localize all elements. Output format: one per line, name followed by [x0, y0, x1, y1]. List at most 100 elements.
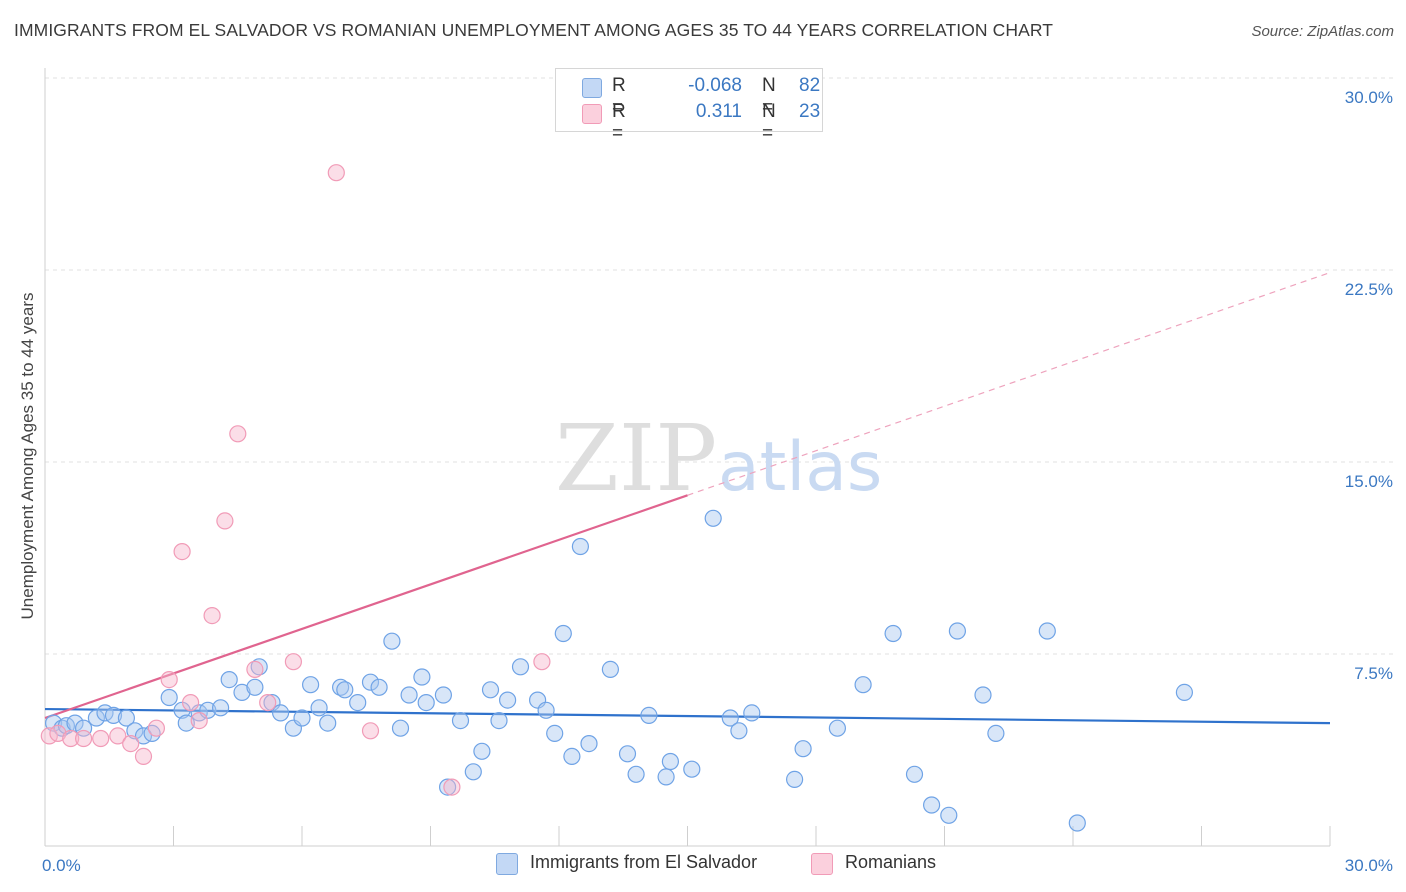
point-romanian — [160, 670, 178, 689]
point-el-salvador — [730, 722, 748, 740]
point-romanian — [173, 542, 191, 561]
y-tick-label: 7.5% — [1354, 664, 1393, 683]
point-el-salvador — [126, 722, 144, 740]
point-romanian — [229, 425, 247, 443]
point-el-salvador — [987, 724, 1005, 743]
point-el-salvador — [246, 678, 264, 696]
point-el-salvador — [336, 681, 354, 699]
point-romanian — [134, 747, 153, 766]
point-el-salvador — [104, 706, 123, 725]
point-romanian — [147, 719, 165, 737]
point-el-salvador — [948, 622, 967, 640]
point-el-salvador — [464, 763, 482, 781]
point-romanian — [74, 729, 93, 748]
point-el-salvador — [974, 686, 992, 704]
point-romanian — [443, 778, 461, 796]
point-el-salvador — [370, 678, 388, 696]
grid-lines — [45, 77, 1393, 655]
point-el-salvador — [511, 658, 530, 676]
point-el-salvador — [310, 699, 328, 717]
point-el-salvador — [922, 796, 941, 814]
point-el-salvador — [580, 734, 598, 753]
legend-n-value: 82 — [799, 75, 821, 96]
data-points — [40, 164, 1194, 832]
point-el-salvador — [721, 709, 739, 727]
point-el-salvador — [627, 765, 645, 783]
point-el-salvador — [601, 660, 620, 679]
point-romanian — [122, 734, 140, 753]
trend-line-romanians — [44, 494, 688, 720]
point-el-salvador — [272, 704, 290, 722]
point-el-salvador — [1175, 683, 1194, 702]
point-el-salvador — [177, 714, 195, 732]
point-el-salvador — [499, 691, 517, 709]
point-el-salvador — [473, 742, 491, 760]
point-el-salvador — [940, 806, 958, 824]
point-el-salvador — [220, 670, 238, 689]
point-el-salvador — [400, 686, 418, 704]
point-el-salvador — [439, 778, 457, 796]
point-el-salvador — [1068, 814, 1086, 832]
point-el-salvador — [1038, 622, 1056, 640]
axes — [44, 68, 1331, 847]
point-el-salvador — [884, 624, 902, 643]
x-tick-label: 0.0% — [42, 856, 81, 875]
y-tick-label: 30.0% — [1345, 88, 1393, 107]
bottom-legend-swatch — [496, 853, 518, 875]
point-el-salvador — [349, 693, 367, 712]
watermark: ZIP atlas — [555, 405, 882, 512]
y-tick-label: 15.0% — [1345, 472, 1393, 491]
bottom-legend-label: Immigrants from El Salvador — [530, 852, 758, 872]
point-el-salvador — [44, 714, 63, 732]
point-romanian — [246, 660, 264, 679]
point-el-salvador — [640, 706, 658, 725]
point-el-salvador — [661, 752, 680, 771]
point-el-salvador — [537, 701, 555, 719]
trend-extension-romanians — [687, 271, 1331, 496]
point-el-salvador — [481, 681, 500, 699]
point-el-salvador — [451, 711, 470, 730]
legend-r-label: R = — [612, 101, 626, 144]
point-el-salvador — [293, 709, 311, 727]
chart-title: IMMIGRANTS FROM EL SALVADOR VS ROMANIAN … — [14, 20, 1054, 40]
point-el-salvador — [905, 765, 924, 783]
bottom-legend-swatch — [811, 853, 833, 875]
point-el-salvador — [828, 719, 847, 737]
x-tick-label: 30.0% — [1345, 856, 1393, 875]
point-el-salvador — [854, 676, 872, 694]
tick-labels: 7.5% 15.0% 22.5% 30.0% 0.0% 30.0% — [42, 88, 1393, 875]
point-el-salvador — [490, 711, 508, 730]
point-el-salvador — [683, 760, 701, 778]
point-romanian — [259, 693, 277, 712]
point-romanian — [203, 606, 221, 625]
point-el-salvador — [87, 709, 106, 727]
point-el-salvador — [785, 770, 804, 789]
point-romanian — [216, 512, 234, 530]
point-el-salvador — [704, 509, 722, 527]
point-romanian — [190, 711, 208, 730]
point-el-salvador — [794, 740, 812, 758]
legend-n-label: N = — [762, 75, 776, 118]
point-romanian — [361, 722, 380, 740]
point-el-salvador — [391, 719, 410, 737]
trend-line-el-salvador — [44, 707, 1331, 725]
y-tick-label: 22.5% — [1345, 280, 1393, 299]
point-el-salvador — [302, 676, 320, 694]
point-el-salvador — [160, 688, 178, 707]
bottom-legend-label: Romanians — [845, 852, 937, 872]
point-el-salvador — [618, 745, 637, 763]
point-el-salvador — [413, 668, 431, 686]
legend-swatch-romanians — [582, 104, 602, 124]
point-el-salvador — [563, 747, 581, 766]
point-el-salvador — [117, 709, 136, 727]
point-romanian — [533, 653, 551, 671]
point-el-salvador — [233, 683, 251, 702]
point-el-salvador — [571, 537, 590, 556]
point-romanian — [109, 727, 127, 745]
point-el-salvador — [546, 724, 564, 743]
point-el-salvador — [319, 714, 337, 732]
point-el-salvador — [657, 768, 675, 786]
point-romanian — [327, 164, 345, 182]
point-romanian — [62, 729, 80, 748]
